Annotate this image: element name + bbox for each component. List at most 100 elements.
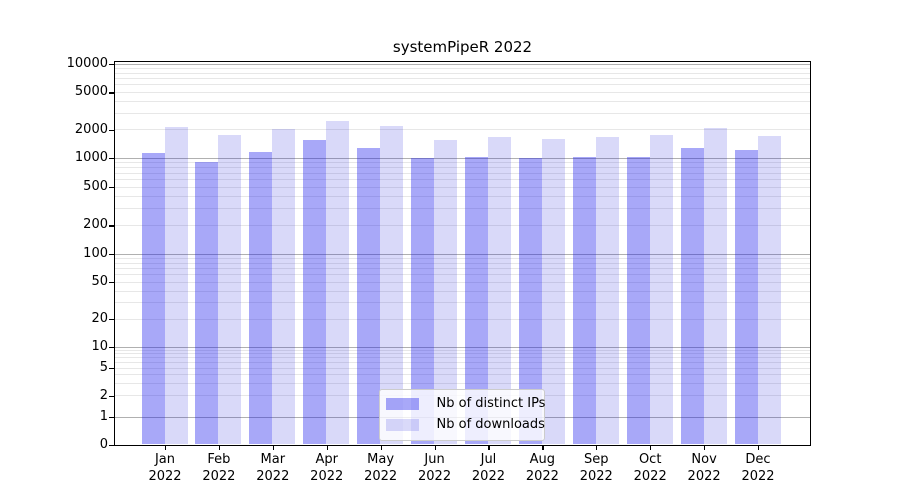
y-tick-label-1: 1 xyxy=(99,409,108,424)
gridline-major xyxy=(114,63,810,65)
bars-layer xyxy=(115,62,810,445)
bar-distinct-ips-sep xyxy=(572,157,596,445)
gridline-minor xyxy=(114,162,810,164)
gridline-minor xyxy=(114,196,810,197)
gridline-minor xyxy=(114,72,810,74)
y-tick-mark xyxy=(109,368,114,370)
bar-distinct-ips-oct xyxy=(626,157,650,445)
legend: Nb of distinct IPs Nb of downloads xyxy=(378,388,545,441)
gridline-minor xyxy=(114,357,810,359)
y-tick-label-500: 500 xyxy=(83,179,108,195)
x-tick-label-nov: Nov 2022 xyxy=(687,452,721,484)
x-tick-label-apr: Apr 2022 xyxy=(310,452,344,484)
bar-downloads-apr xyxy=(326,121,350,445)
x-tick-mark xyxy=(758,445,760,450)
x-tick-label-aug: Aug 2022 xyxy=(525,452,559,484)
bar-downloads-may xyxy=(380,126,404,445)
gridline-minor xyxy=(114,374,810,376)
gridline-major xyxy=(114,346,810,348)
y-tick-label-10000: 10000 xyxy=(66,56,108,71)
gridline-minor xyxy=(114,129,810,131)
y-tick-mark xyxy=(109,187,114,189)
x-tick-mark xyxy=(542,445,544,450)
chart-title: systemPipeR 2022 xyxy=(392,38,533,56)
y-tick-label-2: 2 xyxy=(99,387,108,403)
bar-distinct-ips-mar xyxy=(249,152,273,445)
gridlines-layer xyxy=(114,62,810,445)
y-tick-label-50: 50 xyxy=(91,274,108,290)
x-tick-mark xyxy=(380,445,382,450)
legend-item-distinct-ips: Nb of distinct IPs xyxy=(385,395,545,413)
y-tick-mark xyxy=(109,225,114,227)
bar-downloads-mar xyxy=(272,129,296,445)
bar-distinct-ips-jun xyxy=(411,157,435,445)
bar-distinct-ips-aug xyxy=(518,157,542,445)
y-tick-mark xyxy=(109,347,114,349)
bar-downloads-dec xyxy=(757,136,781,445)
bar-downloads-jul xyxy=(487,137,511,445)
bar-downloads-sep xyxy=(595,136,619,445)
x-tick-mark xyxy=(704,445,706,450)
gridline-minor xyxy=(114,78,810,80)
y-tick-label-0: 0 xyxy=(99,437,108,452)
bar-distinct-ips-may xyxy=(357,148,381,445)
gridline-minor xyxy=(114,67,810,69)
y-tick-mark xyxy=(109,129,114,132)
gridline-minor xyxy=(114,362,810,364)
y-tick-mark xyxy=(109,417,114,419)
x-tick-label-jul: Jul 2022 xyxy=(471,452,505,484)
y-tick-mark xyxy=(109,64,114,66)
x-tick-mark xyxy=(272,445,274,450)
y-tick-mark xyxy=(109,158,114,160)
legend-swatch-downloads xyxy=(385,418,419,431)
y-tick-label-100: 100 xyxy=(83,246,108,262)
y-tick-mark xyxy=(109,445,114,447)
y-tick-label-5: 5 xyxy=(99,360,108,376)
x-tick-label-oct: Oct 2022 xyxy=(633,452,667,484)
gridline-minor xyxy=(114,383,810,385)
bar-distinct-ips-dec xyxy=(734,150,758,445)
gridline-minor xyxy=(114,349,810,351)
plot-area: Nb of distinct IPs Nb of downloads xyxy=(113,60,811,446)
x-tick-mark xyxy=(218,445,221,450)
gridline-minor xyxy=(114,281,810,283)
bar-downloads-jun xyxy=(434,140,458,445)
gridline-minor xyxy=(114,84,810,86)
y-tick-label-5000: 5000 xyxy=(74,84,108,100)
gridline-minor xyxy=(114,101,810,103)
x-tick-mark xyxy=(434,445,436,450)
legend-label-downloads: Nb of downloads xyxy=(436,417,545,432)
gridline-minor xyxy=(114,262,810,264)
gridline-major xyxy=(114,157,810,159)
x-tick-label-jun: Jun 2022 xyxy=(418,452,452,484)
gridline-minor xyxy=(114,112,810,114)
x-tick-mark xyxy=(326,445,328,450)
y-tick-mark xyxy=(109,395,114,398)
y-tick-mark xyxy=(109,319,114,321)
bar-downloads-feb xyxy=(218,134,242,445)
x-tick-mark xyxy=(165,445,167,450)
x-tick-label-sep: Sep 2022 xyxy=(579,452,613,484)
bar-distinct-ips-nov xyxy=(680,148,704,445)
gridline-minor xyxy=(114,274,810,276)
legend-swatch-distinct-ips xyxy=(385,397,419,410)
gridline-minor xyxy=(114,224,810,226)
y-tick-label-200: 200 xyxy=(83,217,108,233)
y-tick-mark xyxy=(109,282,114,284)
x-tick-label-dec: Dec 2022 xyxy=(741,452,775,484)
gridline-minor xyxy=(114,186,810,188)
bar-distinct-ips-jan xyxy=(141,152,165,445)
gridline-minor xyxy=(114,167,810,169)
bar-downloads-jan xyxy=(164,127,188,445)
gridline-minor xyxy=(114,290,810,292)
y-tick-label-10: 10 xyxy=(91,339,108,354)
bar-downloads-aug xyxy=(541,138,565,445)
bar-distinct-ips-feb xyxy=(195,161,219,445)
bar-downloads-oct xyxy=(649,134,673,445)
legend-item-downloads: Nb of downloads xyxy=(385,416,545,434)
gridline-minor xyxy=(114,207,810,209)
legend-label-distinct-ips: Nb of distinct IPs xyxy=(436,396,546,411)
x-tick-label-mar: Mar 2022 xyxy=(256,452,290,484)
x-tick-mark xyxy=(650,445,652,450)
